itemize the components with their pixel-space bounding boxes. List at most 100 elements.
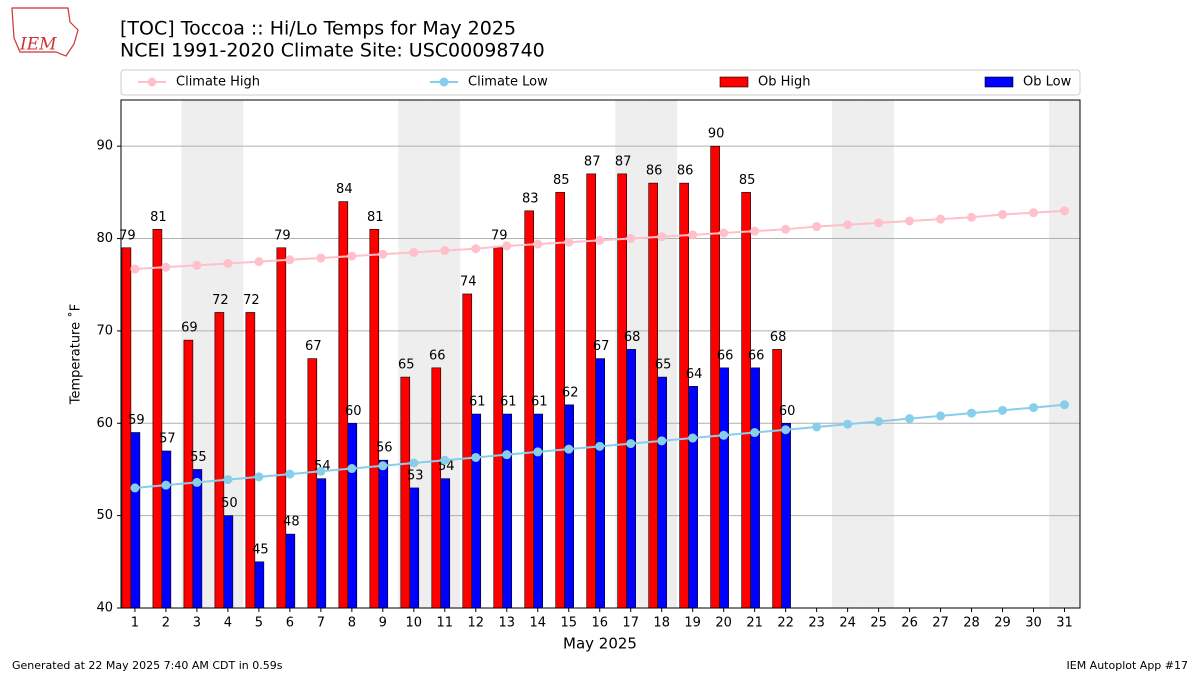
y-tick-label: 70 xyxy=(96,323,113,338)
point xyxy=(347,251,357,261)
bar xyxy=(223,515,234,609)
bar xyxy=(471,413,482,609)
data-label: 81 xyxy=(367,210,384,225)
point xyxy=(874,416,884,426)
x-tick-label: 20 xyxy=(715,616,732,631)
legend-label: Climate High xyxy=(176,75,260,90)
point xyxy=(812,422,822,432)
x-tick-label: 5 xyxy=(255,616,263,631)
data-label: 61 xyxy=(469,395,486,410)
bar xyxy=(688,386,698,609)
data-label: 55 xyxy=(190,450,207,465)
x-tick-label: 1 xyxy=(131,616,139,631)
point xyxy=(998,210,1008,220)
point xyxy=(502,241,512,251)
data-label: 50 xyxy=(221,496,238,511)
point xyxy=(378,461,388,471)
point xyxy=(936,411,946,421)
bar xyxy=(276,247,287,609)
point xyxy=(626,439,636,449)
data-label: 66 xyxy=(429,348,446,363)
data-label: 62 xyxy=(562,385,579,400)
point xyxy=(316,253,326,263)
x-tick-label: 2 xyxy=(162,616,170,631)
bar xyxy=(679,182,689,609)
bar xyxy=(214,312,225,609)
point xyxy=(192,260,202,270)
point xyxy=(130,264,140,274)
bar xyxy=(564,404,574,609)
data-label: 53 xyxy=(407,468,424,483)
point xyxy=(440,455,450,465)
bar xyxy=(378,459,389,609)
data-label: 74 xyxy=(460,274,477,289)
footer-right: IEM Autoplot App #17 xyxy=(1067,659,1189,672)
x-tick-label: 28 xyxy=(963,616,980,631)
data-label: 60 xyxy=(779,404,796,419)
data-label: 60 xyxy=(345,404,362,419)
bar xyxy=(741,192,751,609)
point xyxy=(161,262,171,272)
point xyxy=(936,214,946,224)
data-label: 83 xyxy=(522,191,539,206)
point xyxy=(750,428,760,438)
bar xyxy=(409,487,420,609)
data-label: 68 xyxy=(770,330,787,345)
point xyxy=(874,218,884,228)
data-label: 79 xyxy=(491,228,508,243)
data-label: 67 xyxy=(305,339,322,354)
data-label: 66 xyxy=(748,348,765,363)
x-tick-label: 13 xyxy=(498,616,515,631)
data-label: 81 xyxy=(150,210,167,225)
legend-marker xyxy=(439,77,449,87)
legend-swatch xyxy=(984,76,1014,88)
point xyxy=(595,441,605,451)
x-tick-label: 24 xyxy=(839,616,856,631)
bar xyxy=(369,229,380,609)
x-axis-label: May 2025 xyxy=(563,635,637,653)
bar xyxy=(533,413,544,609)
data-label: 67 xyxy=(593,339,610,354)
legend-label: Climate Low xyxy=(468,75,548,90)
x-tick-label: 11 xyxy=(437,616,454,631)
point xyxy=(1060,400,1070,410)
x-tick-label: 7 xyxy=(317,616,325,631)
x-tick-label: 29 xyxy=(994,616,1011,631)
data-label: 72 xyxy=(243,293,260,308)
bar xyxy=(772,349,782,609)
data-label: 85 xyxy=(553,173,570,188)
x-tick-label: 4 xyxy=(224,616,232,631)
bar xyxy=(347,422,358,609)
x-tick-label: 16 xyxy=(591,616,608,631)
logo-outline xyxy=(11,7,79,57)
x-tick-label: 12 xyxy=(468,616,485,631)
data-label: 64 xyxy=(686,367,703,382)
data-label: 68 xyxy=(624,330,641,345)
point xyxy=(347,464,357,474)
data-label: 45 xyxy=(252,542,269,557)
point xyxy=(595,235,605,245)
point xyxy=(905,414,915,424)
x-tick-label: 19 xyxy=(684,616,701,631)
point xyxy=(967,212,977,222)
x-tick-label: 21 xyxy=(746,616,763,631)
bar xyxy=(719,367,729,609)
point xyxy=(1060,206,1070,216)
bar xyxy=(493,247,504,609)
point xyxy=(254,257,264,267)
y-axis-label: Temperature ˚F xyxy=(68,304,84,405)
point xyxy=(781,425,791,435)
point xyxy=(409,458,419,468)
data-label: 79 xyxy=(119,228,136,243)
data-label: 69 xyxy=(181,321,198,336)
x-tick-label: 25 xyxy=(870,616,887,631)
point xyxy=(285,255,295,265)
bar xyxy=(192,469,203,609)
x-tick-label: 6 xyxy=(286,616,294,631)
point xyxy=(1029,403,1039,413)
bar xyxy=(595,358,605,609)
bar xyxy=(161,450,172,609)
point xyxy=(688,230,698,240)
bar xyxy=(130,432,141,609)
bar xyxy=(648,182,658,609)
